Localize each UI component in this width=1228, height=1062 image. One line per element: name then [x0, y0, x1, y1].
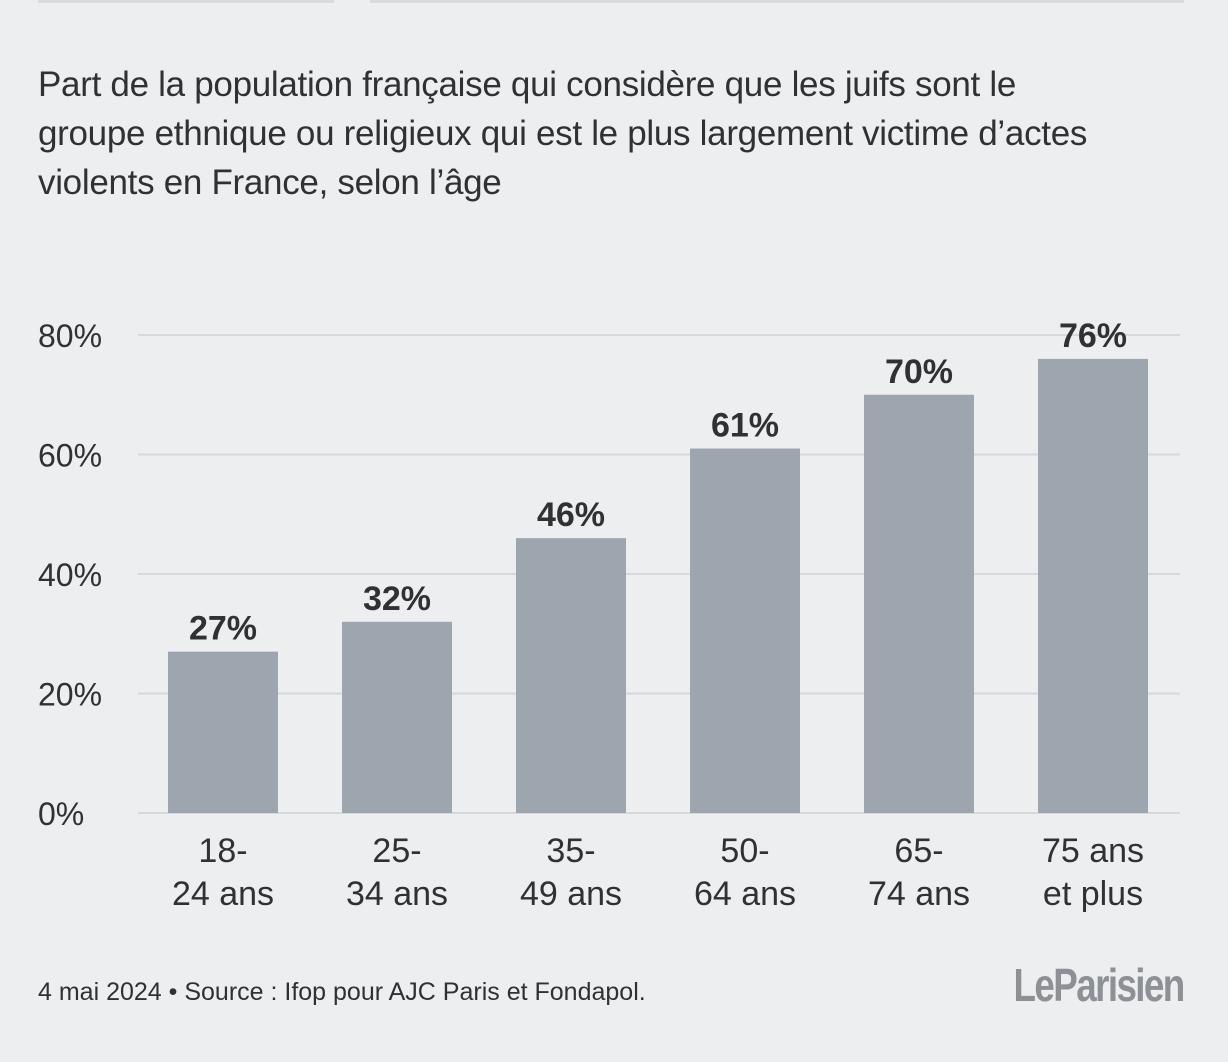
bar: [690, 448, 800, 813]
x-axis-ticks: 18- 24 ans 25- 34 ans 35- 49 ans 50- 64 ans 65- 7…: [172, 832, 1144, 913]
bar: [516, 538, 626, 813]
x-tick-label: 49 ans: [520, 875, 622, 913]
bar: [864, 394, 974, 813]
y-tick-label: 20%: [38, 677, 102, 713]
y-tick-label: 40%: [38, 557, 102, 593]
le-parisien-logo: LeParisien: [1013, 959, 1186, 1011]
data-label: 76%: [1059, 317, 1127, 355]
data-label: 27%: [189, 610, 257, 648]
x-tick-label: 50-: [720, 832, 769, 870]
data-label: 32%: [363, 580, 431, 618]
bar-chart: 0% 20% 40% 60% 80% 27% 32% 46% 61% 70% 76% 18- 24 …: [38, 317, 1180, 913]
chart-title: Part de la population française qui cons…: [38, 65, 1088, 202]
data-label: 61%: [711, 407, 779, 445]
x-tick-label: 24 ans: [172, 875, 274, 913]
x-tick-label: 25-: [372, 832, 421, 870]
x-tick-label: 18-: [198, 832, 247, 870]
grid-lines: [138, 334, 1180, 814]
y-axis-ticks: 0% 20% 40% 60% 80%: [38, 318, 102, 832]
data-label: 70%: [885, 353, 953, 391]
y-tick-label: 0%: [38, 796, 84, 832]
y-tick-label: 60%: [38, 438, 102, 474]
x-tick-label: 75 ans: [1042, 832, 1144, 870]
bars: [168, 358, 1148, 813]
x-tick-label: et plus: [1043, 875, 1143, 913]
bar: [1038, 358, 1148, 813]
top-divider-left: [38, 0, 334, 3]
x-tick-label: 34 ans: [346, 875, 448, 913]
bar: [342, 621, 452, 813]
value-labels: 27% 32% 46% 61% 70% 76%: [189, 317, 1127, 648]
bar: [168, 651, 278, 813]
data-label: 46%: [537, 496, 605, 534]
x-tick-label: 64 ans: [694, 875, 796, 913]
x-tick-label: 35-: [546, 832, 595, 870]
source-note: 4 mai 2024 • Source : Ifop pour AJC Pari…: [38, 978, 646, 1006]
top-divider-right: [370, 0, 1184, 3]
x-tick-label: 74 ans: [868, 875, 970, 913]
x-tick-label: 65-: [894, 832, 943, 870]
y-tick-label: 80%: [38, 318, 102, 354]
